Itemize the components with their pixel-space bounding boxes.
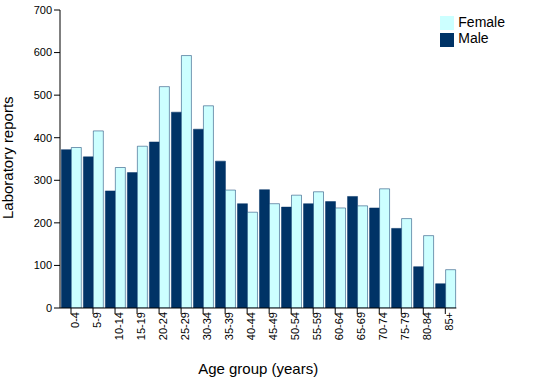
svg-text:10-14: 10-14 xyxy=(113,312,125,340)
svg-text:80-84: 80-84 xyxy=(421,312,433,340)
svg-text:35-39: 35-39 xyxy=(223,312,235,340)
svg-text:700: 700 xyxy=(34,4,52,16)
svg-text:25-29: 25-29 xyxy=(179,312,191,340)
svg-text:200: 200 xyxy=(34,217,52,229)
svg-text:0: 0 xyxy=(46,302,52,314)
svg-text:500: 500 xyxy=(34,89,52,101)
svg-text:Age group (years): Age group (years) xyxy=(198,360,318,377)
svg-text:0-4: 0-4 xyxy=(69,312,81,328)
svg-text:55-59: 55-59 xyxy=(311,312,323,340)
svg-text:100: 100 xyxy=(34,259,52,271)
svg-text:75-79: 75-79 xyxy=(399,312,411,340)
svg-text:300: 300 xyxy=(34,174,52,186)
svg-text:50-54: 50-54 xyxy=(289,312,301,340)
svg-text:40-44: 40-44 xyxy=(245,312,257,340)
svg-text:45-49: 45-49 xyxy=(267,312,279,340)
html-text:Female: Female xyxy=(458,14,505,30)
svg-text:30-34: 30-34 xyxy=(201,312,213,340)
html-text:Male: Male xyxy=(458,30,489,47)
svg-text:70-74: 70-74 xyxy=(377,312,389,340)
svg-text:Laboratory reports: Laboratory reports xyxy=(8,96,16,219)
svg-text:20-24: 20-24 xyxy=(157,312,169,340)
svg-text:65-69: 65-69 xyxy=(355,312,367,340)
svg-text:600: 600 xyxy=(34,46,52,58)
svg-text:85+: 85+ xyxy=(443,312,455,331)
svg-text:15-19: 15-19 xyxy=(135,312,147,340)
svg-text:5-9: 5-9 xyxy=(91,312,103,328)
svg-text:400: 400 xyxy=(34,132,52,144)
svg-text:60-64: 60-64 xyxy=(333,312,345,340)
